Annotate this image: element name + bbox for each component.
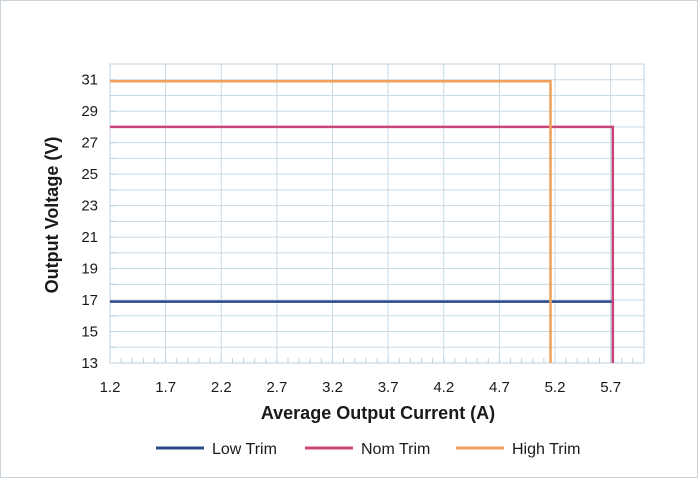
legend-item-high-trim: High Trim [456,441,580,458]
y-tick-labels: 13 15 17 19 21 23 25 27 29 31 [81,72,98,372]
x-tick-label: 4.2 [433,379,454,396]
horizontal-gridlines [110,63,644,364]
legend-label-high-trim: High Trim [512,441,580,458]
plot-area [109,63,645,364]
x-tick-labels: 1.2 1.7 2.2 2.7 3.2 3.7 4.2 4.7 5.2 5.7 [100,379,621,396]
series-line-low-trim [110,300,615,363]
legend-label-nom-trim: Nom Trim [361,441,430,458]
x-axis-title: Average Output Current (A) [261,403,495,423]
x-tick-label: 1.7 [155,379,176,396]
legend-item-low-trim: Low Trim [156,441,277,458]
vertical-gridlines [109,64,645,363]
y-tick-label: 27 [81,135,98,152]
series-line-high-trim [110,80,552,363]
x-tick-label: 5.2 [545,379,566,396]
y-tick-label: 15 [81,324,98,341]
legend-item-nom-trim: Nom Trim [305,441,430,458]
y-tick-label: 13 [81,355,98,372]
y-tick-label: 21 [81,229,98,246]
y-tick-label: 31 [81,72,98,89]
series-line-nom-trim [110,125,615,363]
x-tick-label: 3.7 [378,379,399,396]
x-tick-label: 3.2 [322,379,343,396]
x-tick-label: 4.7 [489,379,510,396]
legend-label-low-trim: Low Trim [212,441,277,458]
series-lines [110,80,615,363]
minor-ticks [109,63,645,364]
x-tick-label: 2.2 [211,379,232,396]
legend: Low Trim Nom Trim High Trim [156,441,580,458]
y-tick-label: 19 [81,261,98,278]
y-tick-label: 23 [81,198,98,215]
y-axis-title: Output Voltage (V) [42,137,62,294]
y-tick-label: 25 [81,166,98,183]
y-tick-label: 17 [81,292,98,309]
x-tick-label: 5.7 [600,379,621,396]
y-tick-label: 29 [81,103,98,120]
x-tick-label: 2.7 [266,379,287,396]
x-tick-label: 1.2 [100,379,121,396]
